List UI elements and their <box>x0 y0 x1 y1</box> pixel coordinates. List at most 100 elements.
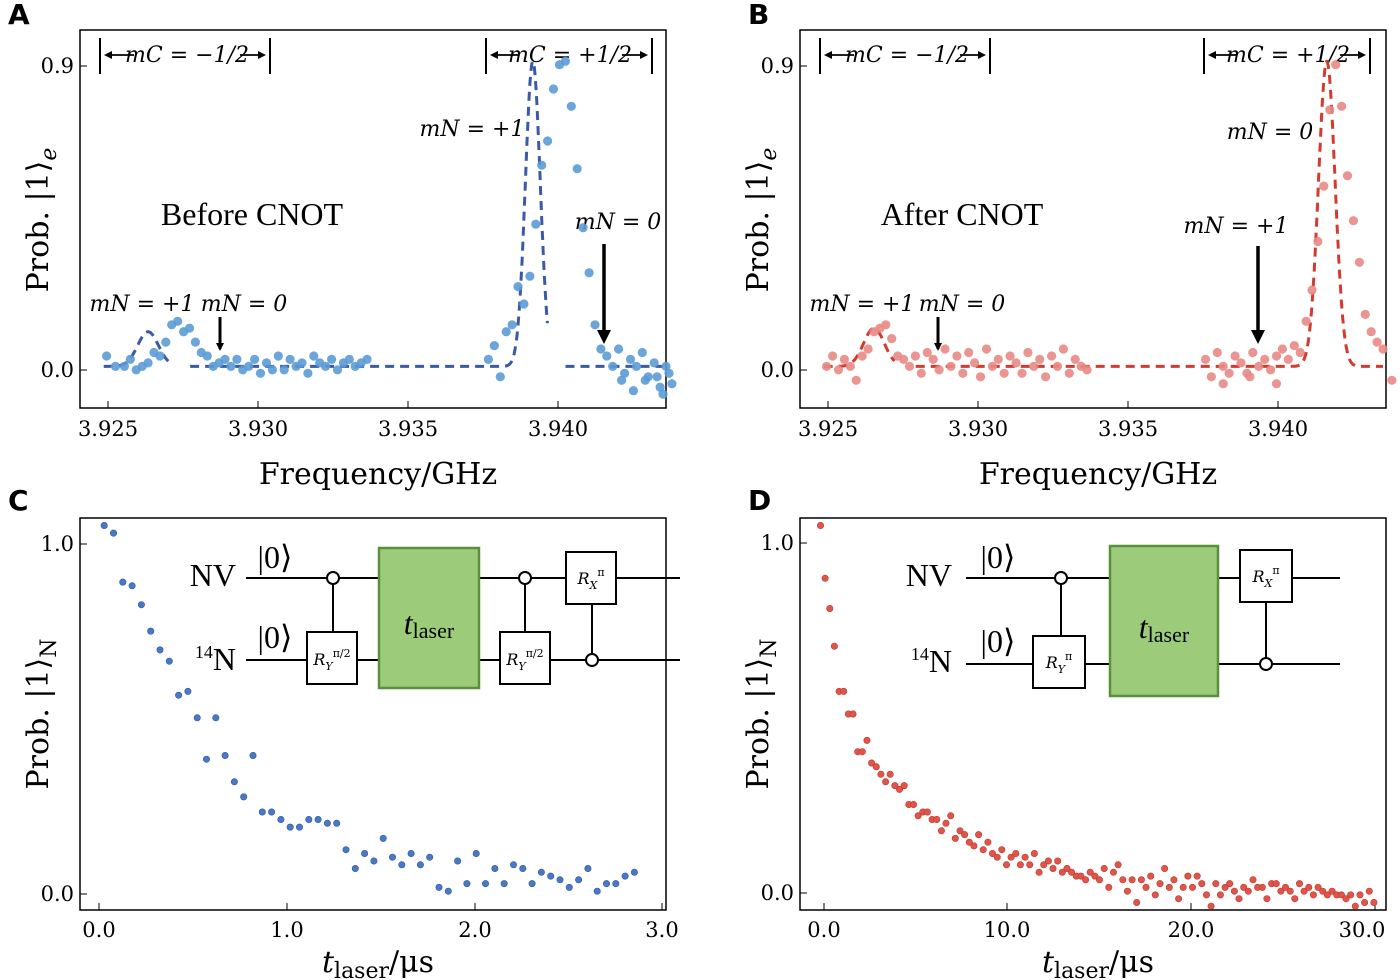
data-point <box>1328 887 1336 895</box>
data-point <box>295 823 303 831</box>
data-point <box>1258 883 1266 891</box>
data-point <box>881 320 891 330</box>
data-point <box>125 354 135 364</box>
data-point <box>1063 864 1071 872</box>
data-point <box>630 868 638 876</box>
data-point <box>1110 868 1118 876</box>
data-point <box>155 351 165 361</box>
data-point <box>426 853 434 861</box>
data-point <box>1040 861 1048 869</box>
y-tick-label: 1.0 <box>41 532 74 556</box>
x-tick-label: 3.930 <box>228 417 288 441</box>
data-point <box>193 714 201 722</box>
data-point <box>362 354 372 364</box>
x-tick-label: 2.0 <box>458 918 491 942</box>
data-point <box>1342 895 1350 903</box>
data-point <box>1023 347 1033 358</box>
data-point <box>444 887 452 895</box>
data-point <box>1244 887 1252 895</box>
annotation-left-second: mN = 0 <box>201 292 288 317</box>
x-tick-label: 3.940 <box>528 417 588 441</box>
data-point <box>513 282 523 292</box>
data-point <box>1100 864 1108 872</box>
mc-left-label: mC = −1/2 <box>845 43 969 68</box>
data-point <box>584 268 594 278</box>
data-point <box>1295 347 1305 358</box>
data-point <box>1189 883 1197 891</box>
data-point <box>1012 849 1020 857</box>
data-point <box>560 56 571 66</box>
data-point <box>845 361 855 371</box>
annotation-left-peak: mN = +1 <box>90 292 195 317</box>
data-point <box>547 872 555 880</box>
data-point <box>1052 361 1063 371</box>
data-point <box>664 368 674 378</box>
data-point <box>1319 181 1329 191</box>
data-point <box>988 849 996 857</box>
data-point <box>951 834 959 842</box>
data-point <box>1283 354 1293 364</box>
data-point <box>244 361 254 371</box>
data-point <box>321 361 331 371</box>
data-point <box>147 627 155 635</box>
data-point <box>1170 876 1178 884</box>
data-point <box>110 361 121 371</box>
data-point <box>572 164 582 174</box>
data-point <box>1207 902 1215 910</box>
data-point <box>816 521 824 529</box>
data-point <box>593 887 601 895</box>
data-point <box>1305 883 1313 891</box>
data-point <box>1266 365 1276 375</box>
data-point <box>1175 895 1183 903</box>
data-point <box>1026 861 1034 869</box>
plot-frame <box>799 517 1387 911</box>
control-open-dot <box>1054 571 1068 585</box>
x-tick-label: 1.0 <box>270 918 303 942</box>
data-point <box>232 354 242 364</box>
data-point <box>608 361 618 371</box>
data-point <box>617 375 627 385</box>
data-point <box>975 372 986 382</box>
x-tick-label: 3.930 <box>948 417 1008 441</box>
data-point <box>509 861 517 869</box>
mc-left-bracket: mC = −1/2 <box>819 38 991 74</box>
data-point <box>1365 887 1373 895</box>
data-point <box>1193 872 1201 880</box>
data-point <box>628 386 639 396</box>
gate-ry-pi <box>1032 635 1086 689</box>
data-point <box>110 529 118 537</box>
data-point <box>119 578 127 586</box>
data-point <box>1286 887 1294 895</box>
data-point <box>267 365 277 375</box>
annotation-right-arrow: mN = +1 <box>1184 214 1289 239</box>
y-ticks: 0.0 0.9 <box>761 54 807 382</box>
data-point <box>851 375 861 385</box>
data-point <box>268 808 276 816</box>
data-point <box>909 800 917 808</box>
data-point <box>984 838 992 846</box>
plot-area <box>100 521 638 895</box>
fit-curve <box>103 330 170 368</box>
panel-letter: C <box>8 484 29 517</box>
data-point <box>1198 880 1206 888</box>
data-point <box>975 831 983 839</box>
data-point <box>956 827 964 835</box>
annotation-main-peak: mN = 0 <box>1227 120 1314 145</box>
data-point <box>979 846 987 854</box>
data-point <box>1128 876 1136 884</box>
data-point <box>344 354 354 364</box>
data-point <box>970 358 980 368</box>
data-point <box>528 880 536 888</box>
data-point <box>1272 880 1280 888</box>
y-axis-label: Prob. |1⟩e <box>741 148 782 293</box>
data-point <box>361 849 369 857</box>
data-point <box>872 763 880 771</box>
data-point <box>946 361 956 371</box>
data-point <box>519 864 527 872</box>
n14-label: 14N <box>911 643 952 679</box>
data-point <box>156 646 164 654</box>
data-point <box>899 354 909 364</box>
data-point <box>1137 876 1145 884</box>
data-point <box>1319 887 1327 895</box>
data-point <box>1206 372 1216 382</box>
